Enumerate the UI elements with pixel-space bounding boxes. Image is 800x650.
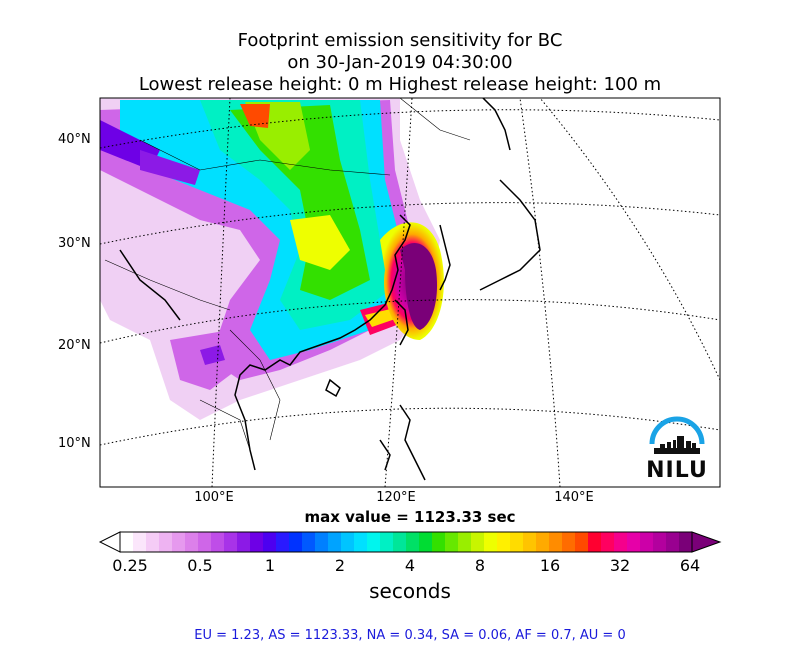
colorbar-cell [302, 532, 316, 552]
region-summary-footer: EU = 1.23, AS = 1123.33, NA = 0.34, SA =… [194, 628, 626, 643]
map-plot-area [100, 98, 720, 487]
colorbar-cell [432, 532, 446, 552]
colorbar-cell [406, 532, 420, 552]
colorbar-tick-label: 4 [404, 556, 416, 575]
lon-label-100e: 100°E [194, 490, 234, 505]
colorbar-cell [614, 532, 628, 552]
colorbar-cell [627, 532, 641, 552]
colorbar-tick-label: 16 [539, 556, 561, 575]
colorbar-cell [484, 532, 498, 552]
colorbar-cell [367, 532, 381, 552]
colorbar-cell [328, 532, 342, 552]
coastlines [119, 98, 541, 481]
colorbar-cell [159, 532, 173, 552]
nilu-logo-mark [649, 416, 705, 454]
colorbar-cell [523, 532, 537, 552]
colorbar-arrow-low [98, 531, 121, 553]
colorbar-cell [211, 532, 225, 552]
sensitivity-field [100, 98, 444, 420]
colorbar-tick-label: 1 [264, 556, 276, 575]
colorbar-cell [172, 532, 186, 552]
colorbar-cell [640, 532, 654, 552]
colorbar-cell [679, 532, 693, 552]
colorbar-cell [289, 532, 303, 552]
colorbar-cell [341, 532, 355, 552]
colorbar-cell [510, 532, 524, 552]
colorbar-cell [263, 532, 277, 552]
max-value-label: max value = 1123.33 sec [304, 508, 516, 526]
colorbar-cell [276, 532, 290, 552]
colorbar-cell [198, 532, 212, 552]
lat-label-40n: 40°N [58, 132, 91, 147]
colorbar-cell [224, 532, 238, 552]
colorbar-cell [549, 532, 563, 552]
lat-label-10n: 10°N [58, 436, 91, 451]
colorbar-unit-label: seconds [369, 579, 451, 603]
plot-title-line1: Footprint emission sensitivity for BC [237, 30, 563, 51]
colorbar-tick-label: 32 [609, 556, 631, 575]
colorbar-tick-label: 64 [679, 556, 701, 575]
colorbar-cell [562, 532, 576, 552]
colorbar-cell [445, 532, 459, 552]
colorbar-arrow-high [691, 531, 722, 553]
colorbar-cell [393, 532, 407, 552]
colorbar-cell [471, 532, 485, 552]
colorbar-cell [588, 532, 602, 552]
colorbar-cell [354, 532, 368, 552]
colorbar-tick-label: 0.25 [112, 556, 148, 575]
colorbar-cell [497, 532, 511, 552]
colorbar-tick-label: 0.5 [187, 556, 213, 575]
colorbar-cell [575, 532, 589, 552]
colorbar-cell [146, 532, 160, 552]
nilu-logo: NILU [646, 412, 708, 484]
colorbar-cell [315, 532, 329, 552]
plot-title-line3: Lowest release height: 0 m Highest relea… [138, 74, 662, 95]
lat-label-20n: 20°N [58, 338, 91, 353]
colorbar-cell [458, 532, 472, 552]
lon-label-140e: 140°E [554, 490, 594, 505]
lon-label-120e: 120°E [376, 490, 416, 505]
colorbar-tick-label: 2 [334, 556, 346, 575]
graticule [100, 98, 720, 487]
lat-label-30n: 30°N [58, 236, 91, 251]
colorbar-cell [120, 532, 134, 552]
country-borders [104, 98, 471, 451]
colorbar-cell [250, 532, 264, 552]
colorbar-cell [653, 532, 667, 552]
colorbar-cell [601, 532, 615, 552]
plot-title-line2: on 30-Jan-2019 04:30:00 [287, 52, 513, 73]
colorbar-cell [419, 532, 433, 552]
colorbar-cell [536, 532, 550, 552]
colorbar-cell [185, 532, 199, 552]
colorbar-cell [666, 532, 680, 552]
colorbar-cell [133, 532, 147, 552]
colorbar-tick-label: 8 [474, 556, 486, 575]
colorbar-cell [237, 532, 251, 552]
nilu-logo-text: NILU [646, 458, 708, 483]
colorbar-cell [380, 532, 394, 552]
